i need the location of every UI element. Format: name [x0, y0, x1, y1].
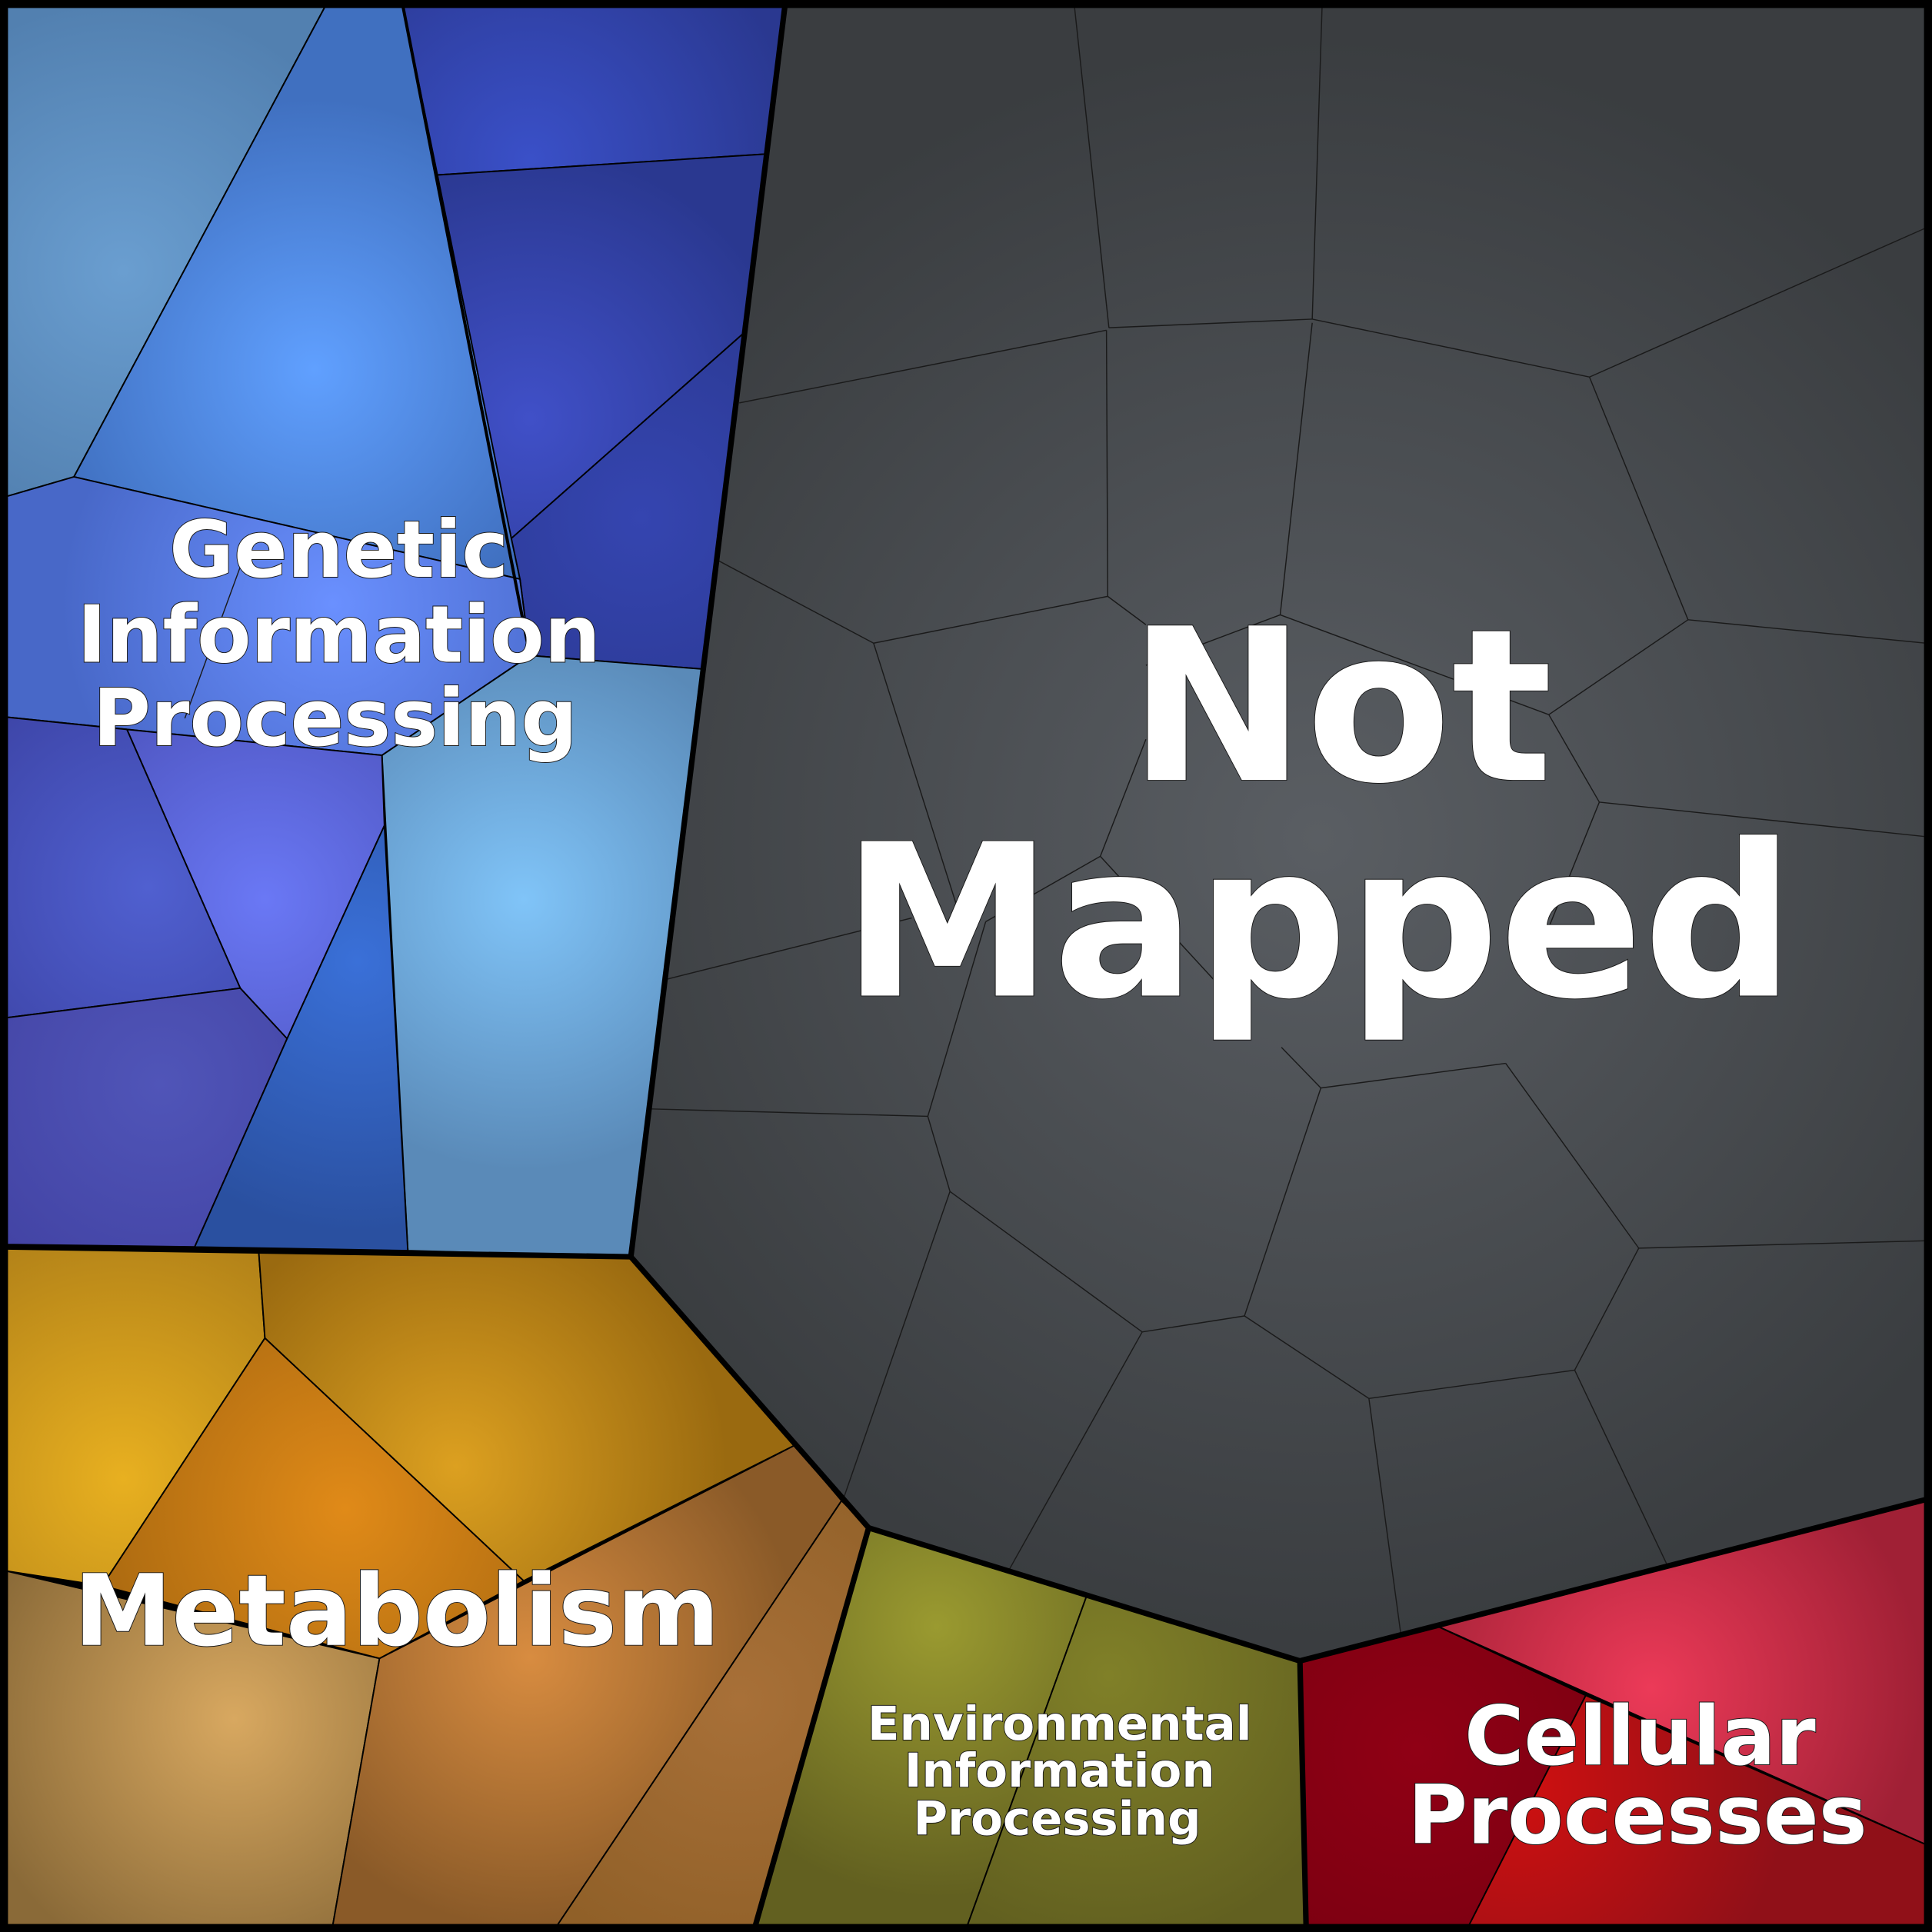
cell-border	[1687, 619, 1927, 644]
cell-genetic	[401, 5, 786, 176]
label-environmental-3: Processing	[914, 1791, 1201, 1846]
cell-border	[650, 1108, 928, 1118]
cell-border	[1574, 1247, 1640, 1371]
cell-border	[1074, 5, 1110, 328]
cell-border	[843, 1191, 951, 1497]
labels: Genetic Information Processing Not Mappe…	[73, 504, 1868, 1864]
cell-border	[985, 855, 1101, 922]
cell-border	[1505, 1063, 1640, 1249]
cell-border	[927, 1116, 951, 1192]
cell-border	[1321, 1062, 1506, 1089]
label-environmental-1: Environmental	[868, 1697, 1252, 1751]
cell-border	[1589, 227, 1927, 378]
cell-border	[1099, 738, 1147, 857]
label-metabolism: Metabolism	[74, 1554, 720, 1669]
cell-border	[1311, 5, 1323, 319]
label-genetic-3: Processing	[93, 673, 578, 764]
cell-border	[739, 329, 1107, 404]
label-not-mapped-1: Not	[1128, 583, 1553, 830]
cell-border	[1368, 1369, 1575, 1400]
cell-border	[665, 917, 912, 981]
cell-border	[1539, 801, 1601, 949]
cells	[5, 5, 1927, 1927]
cell-borders	[184, 5, 1927, 1636]
label-not-mapped-2: Mapped	[842, 798, 1795, 1045]
category-border	[628, 1254, 872, 1927]
cell-border	[1548, 714, 1601, 803]
cell-border	[949, 1191, 1143, 1333]
cell-border	[873, 595, 1108, 644]
category-borders	[5, 5, 1927, 1927]
category-border	[401, 5, 531, 656]
cell-border	[1548, 619, 1689, 715]
label-genetic-1: Genetic	[169, 505, 508, 596]
label-environmental-2: Information	[904, 1744, 1215, 1798]
cell-border	[1100, 855, 1214, 981]
cell-border	[1244, 1088, 1322, 1317]
cell-border	[1145, 614, 1281, 666]
cell-border	[184, 566, 242, 719]
cell-border	[927, 921, 987, 1117]
cell-border	[718, 560, 874, 644]
cell-border	[1107, 595, 1147, 625]
label-genetic-2: Information	[77, 589, 600, 681]
cell-border	[1312, 318, 1590, 378]
label-cellular-2: Processes	[1408, 1768, 1867, 1863]
cell-border	[1280, 614, 1550, 715]
cell-border	[1141, 1315, 1245, 1333]
cell-border	[1574, 1370, 1668, 1565]
cell-border	[873, 643, 960, 912]
cell-border	[1588, 376, 1689, 621]
cell-border	[1008, 1331, 1143, 1571]
cell-border	[1244, 1315, 1370, 1399]
cell-border	[1105, 330, 1108, 597]
cell-border	[1368, 1398, 1402, 1636]
label-cellular-1: Cellular	[1464, 1689, 1816, 1784]
category-border	[628, 5, 788, 1257]
cell-border	[1599, 801, 1927, 838]
cell-border	[1279, 322, 1313, 615]
cell-border	[1281, 1047, 1321, 1089]
cell-border	[1638, 1240, 1927, 1249]
cell-border	[1108, 318, 1313, 328]
category-border	[1299, 1497, 1927, 1664]
category-border	[5, 1244, 631, 1260]
